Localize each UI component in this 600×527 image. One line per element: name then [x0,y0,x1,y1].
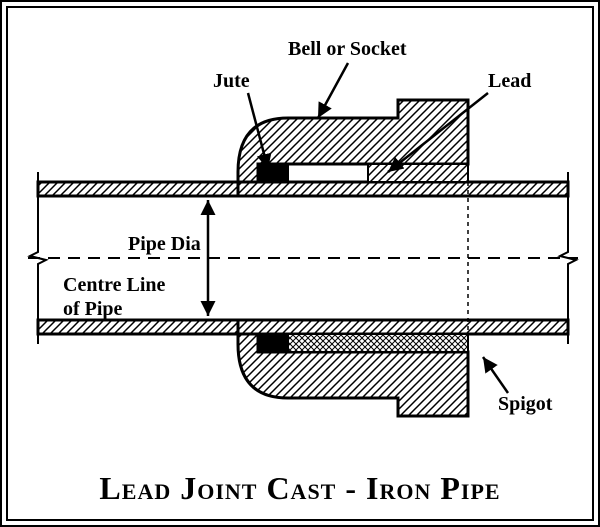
label-centre-line: Centre Lineof Pipe [63,273,165,321]
title: Lead Joint Cast - Iron Pipe [8,470,592,507]
label-jute: Jute [213,70,250,93]
label-spigot: Spigot [498,393,552,416]
label-pipe-dia: Pipe Dia [128,233,201,256]
diagram: Bell or Socket Jute Lead Pipe Dia Centre… [8,8,592,519]
outer-frame: Bell or Socket Jute Lead Pipe Dia Centre… [0,0,600,527]
inner-frame: Bell or Socket Jute Lead Pipe Dia Centre… [6,6,594,521]
label-lead: Lead [488,70,531,93]
label-bell-socket: Bell or Socket [288,38,407,61]
